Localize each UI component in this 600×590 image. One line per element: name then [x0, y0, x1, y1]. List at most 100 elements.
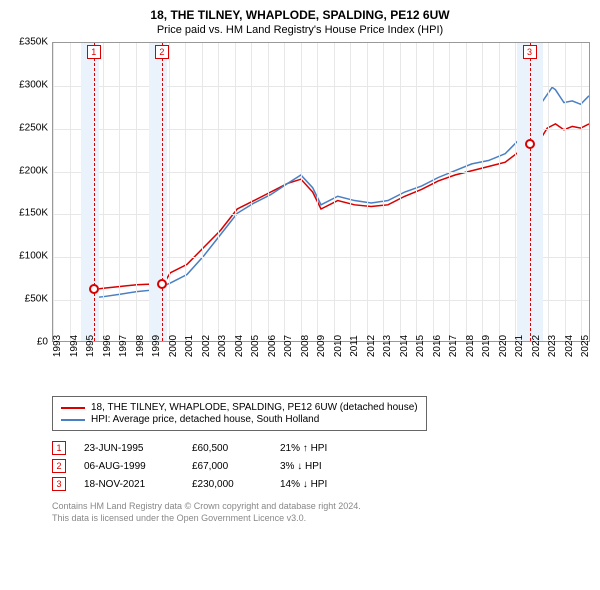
- event-box: 2: [52, 459, 66, 473]
- x-tick: 1994: [69, 335, 80, 357]
- gridline-h: [53, 129, 589, 130]
- marker-box: 1: [87, 45, 101, 59]
- x-tick: 2003: [217, 335, 228, 357]
- x-tick: 2005: [250, 335, 261, 357]
- x-tick: 2011: [349, 335, 360, 357]
- x-tick: 1993: [52, 335, 63, 357]
- gridline-v: [482, 43, 483, 341]
- x-tick: 1996: [102, 335, 113, 357]
- event-date: 06-AUG-1999: [84, 461, 174, 472]
- gridline-h: [53, 257, 589, 258]
- x-tick: 2018: [465, 335, 476, 357]
- gridline-v: [400, 43, 401, 341]
- highlight-band: [149, 43, 167, 341]
- footer-line1: Contains HM Land Registry data © Crown c…: [52, 501, 590, 513]
- footer-line2: This data is licensed under the Open Gov…: [52, 513, 590, 525]
- gridline-h: [53, 214, 589, 215]
- gridline-v: [367, 43, 368, 341]
- gridline-v: [548, 43, 549, 341]
- chart-title: 18, THE TILNEY, WHAPLODE, SPALDING, PE12…: [10, 8, 590, 22]
- event-row: 123-JUN-1995£60,50021% ↑ HPI: [52, 441, 590, 455]
- y-tick: £250K: [19, 122, 48, 133]
- y-axis: £0£50K£100K£150K£200K£250K£300K£350K: [10, 42, 52, 342]
- x-tick: 2004: [234, 335, 245, 357]
- legend-item: HPI: Average price, detached house, Sout…: [61, 414, 418, 425]
- y-tick: £0: [37, 337, 48, 348]
- x-tick: 2012: [366, 335, 377, 357]
- x-tick: 2023: [547, 335, 558, 357]
- highlight-band: [81, 43, 99, 341]
- footer: Contains HM Land Registry data © Crown c…: [52, 501, 590, 524]
- gridline-v: [119, 43, 120, 341]
- x-tick: 2022: [531, 335, 542, 357]
- x-tick: 2024: [564, 335, 575, 357]
- gridline-h: [53, 86, 589, 87]
- y-tick: £200K: [19, 165, 48, 176]
- x-tick: 2006: [267, 335, 278, 357]
- y-tick: £100K: [19, 251, 48, 262]
- marker-dot: [525, 139, 535, 149]
- marker-dot: [157, 279, 167, 289]
- chart-container: 18, THE TILNEY, WHAPLODE, SPALDING, PE12…: [0, 0, 600, 590]
- chart-area: £0£50K£100K£150K£200K£250K£300K£350K 123…: [10, 42, 590, 392]
- y-tick: £350K: [19, 37, 48, 48]
- gridline-v: [301, 43, 302, 341]
- x-tick: 2025: [580, 335, 591, 357]
- marker-box: 3: [523, 45, 537, 59]
- chart-subtitle: Price paid vs. HM Land Registry's House …: [10, 24, 590, 36]
- gridline-v: [581, 43, 582, 341]
- gridline-v: [218, 43, 219, 341]
- x-tick: 1999: [151, 335, 162, 357]
- x-tick: 2014: [399, 335, 410, 357]
- x-tick: 1998: [135, 335, 146, 357]
- legend-swatch: [61, 419, 85, 421]
- series-svg: [53, 43, 589, 341]
- event-box: 3: [52, 477, 66, 491]
- x-tick: 2000: [168, 335, 179, 357]
- x-tick: 1995: [85, 335, 96, 357]
- x-tick: 2010: [333, 335, 344, 357]
- event-date: 18-NOV-2021: [84, 479, 174, 490]
- x-tick: 2016: [432, 335, 443, 357]
- legend-label: 18, THE TILNEY, WHAPLODE, SPALDING, PE12…: [91, 402, 418, 413]
- x-tick: 2007: [283, 335, 294, 357]
- x-tick: 2021: [514, 335, 525, 357]
- plot: 1 2 3: [52, 42, 590, 342]
- event-row: 2 06-AUG-1999 £67,000 3% ↓ HPI: [52, 459, 590, 473]
- x-tick: 2015: [415, 335, 426, 357]
- events-table: 123-JUN-1995£60,50021% ↑ HPI206-AUG-1999…: [52, 437, 590, 495]
- y-tick: £150K: [19, 208, 48, 219]
- gridline-v: [565, 43, 566, 341]
- y-tick: £300K: [19, 79, 48, 90]
- event-delta: 21% ↑ HPI: [280, 443, 370, 454]
- marker-dot: [89, 284, 99, 294]
- gridline-v: [70, 43, 71, 341]
- gridline-v: [416, 43, 417, 341]
- gridline-v: [466, 43, 467, 341]
- legend: 18, THE TILNEY, WHAPLODE, SPALDING, PE12…: [52, 396, 427, 431]
- event-row: 3 18-NOV-2021 £230,000 14% ↓ HPI: [52, 477, 590, 491]
- event-price: £230,000: [192, 479, 262, 490]
- event-delta: 3% ↓ HPI: [280, 461, 370, 472]
- legend-item: 18, THE TILNEY, WHAPLODE, SPALDING, PE12…: [61, 402, 418, 413]
- gridline-v: [499, 43, 500, 341]
- marker-box: 2: [155, 45, 169, 59]
- event-price: £60,500: [192, 443, 262, 454]
- plot-wrap: 1 2 3 199319941995199619971998199920002001…: [52, 42, 590, 392]
- gridline-h: [53, 172, 589, 173]
- gridline-v: [251, 43, 252, 341]
- x-tick: 2020: [498, 335, 509, 357]
- gridline-v: [202, 43, 203, 341]
- gridline-v: [433, 43, 434, 341]
- gridline-v: [350, 43, 351, 341]
- marker-line: [162, 43, 163, 341]
- x-tick: 2002: [201, 335, 212, 357]
- event-delta: 14% ↓ HPI: [280, 479, 370, 490]
- gridline-v: [268, 43, 269, 341]
- event-price: £67,000: [192, 461, 262, 472]
- x-tick: 2001: [184, 335, 195, 357]
- marker-line: [94, 43, 95, 341]
- x-tick: 2017: [448, 335, 459, 357]
- x-axis: 1993199419951996199719981999200020012002…: [52, 342, 590, 382]
- x-tick: 2013: [382, 335, 393, 357]
